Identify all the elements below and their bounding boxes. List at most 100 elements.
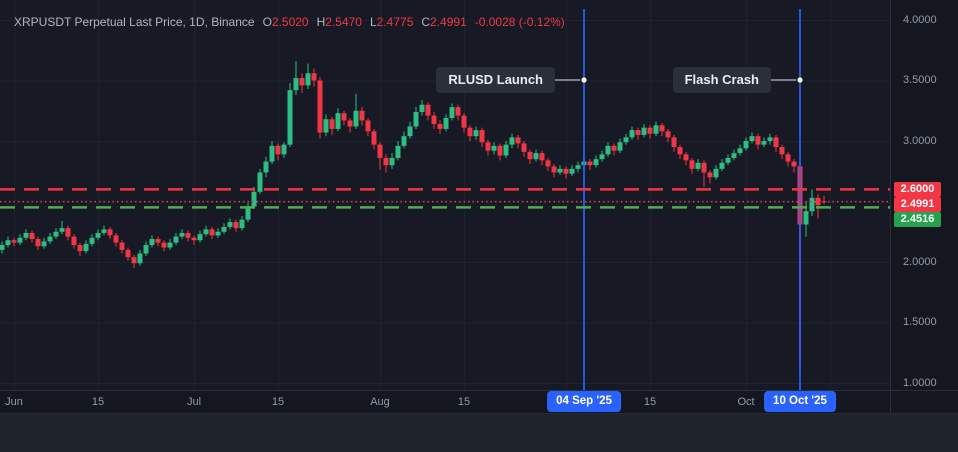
candlestick-chart[interactable]: [0, 0, 891, 391]
candle-up[interactable]: [0, 245, 5, 250]
candle-up[interactable]: [53, 231, 59, 237]
candle-up[interactable]: [173, 236, 179, 243]
candle-down[interactable]: [815, 197, 821, 206]
candle-up[interactable]: [197, 234, 203, 241]
time-axis[interactable]: [0, 390, 891, 413]
candle-up[interactable]: [557, 168, 563, 173]
candle-up[interactable]: [713, 168, 719, 178]
candle-up[interactable]: [599, 154, 605, 160]
annotation-rlusd-launch[interactable]: RLUSD Launch: [436, 67, 555, 93]
candle-up[interactable]: [719, 162, 725, 169]
candle-down[interactable]: [635, 130, 641, 135]
price-badge-resistance-2-6000[interactable]: 2.6000: [894, 181, 941, 197]
candle-up[interactable]: [575, 165, 581, 169]
candle-down[interactable]: [665, 131, 671, 138]
candle-down[interactable]: [527, 151, 533, 160]
candle-up[interactable]: [5, 240, 11, 246]
candle-up[interactable]: [23, 232, 29, 238]
price-badge-last-price-2-4991[interactable]: 2.4991: [894, 196, 941, 212]
candle-down[interactable]: [551, 166, 557, 173]
candle-down[interactable]: [659, 125, 665, 132]
candle-down[interactable]: [701, 162, 707, 173]
candle-up[interactable]: [293, 78, 299, 91]
candle-up[interactable]: [227, 222, 233, 227]
candle-up[interactable]: [59, 228, 65, 232]
candle-up[interactable]: [809, 197, 815, 212]
candle-down[interactable]: [689, 160, 695, 169]
candle-down[interactable]: [755, 136, 761, 145]
candle-down[interactable]: [479, 130, 485, 143]
candle-up[interactable]: [509, 137, 515, 145]
candle-down[interactable]: [467, 127, 473, 137]
candle-down[interactable]: [587, 161, 593, 166]
candle-up[interactable]: [401, 136, 407, 146]
candle-up[interactable]: [407, 126, 413, 137]
date-badge-rlusd-launch[interactable]: 04 Sep '25: [547, 391, 621, 412]
candle-up[interactable]: [251, 191, 257, 207]
candle-down[interactable]: [647, 127, 653, 134]
candle-down[interactable]: [521, 143, 527, 152]
candle-down[interactable]: [107, 229, 113, 236]
candle-down[interactable]: [563, 168, 569, 174]
candle-up[interactable]: [803, 211, 809, 225]
candle-up[interactable]: [287, 90, 293, 145]
candle-down[interactable]: [71, 236, 77, 246]
candle-down[interactable]: [791, 161, 797, 167]
candle-up[interactable]: [335, 113, 341, 129]
candle-down[interactable]: [209, 229, 215, 236]
candle-up[interactable]: [725, 157, 731, 163]
candle-up[interactable]: [203, 229, 209, 235]
candle-up[interactable]: [263, 161, 269, 173]
candle-up[interactable]: [491, 145, 497, 151]
candle-up[interactable]: [245, 206, 251, 220]
candle-down[interactable]: [347, 120, 353, 127]
legend-title[interactable]: XRPUSDT Perpetual Last Price, 1D, Binanc…: [14, 15, 255, 29]
candle-up[interactable]: [257, 172, 263, 192]
annotation-anchor-dot[interactable]: [797, 77, 803, 83]
candle-up[interactable]: [695, 162, 701, 169]
candle-down[interactable]: [185, 232, 191, 238]
candle-down[interactable]: [275, 145, 281, 155]
candle-up[interactable]: [215, 231, 221, 236]
candle-up[interactable]: [533, 153, 539, 160]
candle-up[interactable]: [749, 136, 755, 141]
candle-up[interactable]: [617, 142, 623, 151]
candle-down[interactable]: [779, 147, 785, 155]
candle-up[interactable]: [641, 127, 647, 135]
candle-up[interactable]: [761, 141, 767, 145]
candle-down[interactable]: [707, 172, 713, 178]
candle-up[interactable]: [95, 232, 101, 238]
candle-up[interactable]: [305, 73, 311, 86]
candle-down[interactable]: [677, 147, 683, 155]
candle-up[interactable]: [47, 236, 53, 242]
candle-up[interactable]: [623, 137, 629, 143]
candle-up[interactable]: [413, 111, 419, 127]
candle-up[interactable]: [503, 144, 509, 156]
candle-down[interactable]: [341, 113, 347, 121]
candle-down[interactable]: [131, 257, 137, 264]
candle-down[interactable]: [35, 239, 41, 247]
candle-up[interactable]: [593, 159, 599, 166]
candle-down[interactable]: [377, 144, 383, 158]
candle-down[interactable]: [155, 239, 161, 243]
candle-up[interactable]: [473, 130, 479, 137]
candle-up[interactable]: [281, 144, 287, 155]
candle-down[interactable]: [65, 228, 71, 237]
candle-down[interactable]: [113, 235, 119, 243]
candle-down[interactable]: [125, 249, 131, 258]
candle-up[interactable]: [605, 145, 611, 155]
price-badge-support-2-4516[interactable]: 2.4516: [894, 211, 941, 227]
candle-down[interactable]: [785, 154, 791, 162]
candle-down[interactable]: [119, 242, 125, 250]
event-vertical-line-flash-crash[interactable]: [799, 9, 801, 390]
candle-down[interactable]: [485, 142, 491, 151]
candle-up[interactable]: [167, 242, 173, 248]
candle-down[interactable]: [683, 154, 689, 161]
candle-down[interactable]: [773, 137, 779, 148]
candle-down[interactable]: [497, 145, 503, 156]
candle-down[interactable]: [359, 110, 365, 121]
candle-up[interactable]: [743, 141, 749, 149]
candle-up[interactable]: [731, 153, 737, 158]
event-vertical-line-rlusd-launch[interactable]: [583, 9, 585, 390]
candle-down[interactable]: [371, 131, 377, 145]
